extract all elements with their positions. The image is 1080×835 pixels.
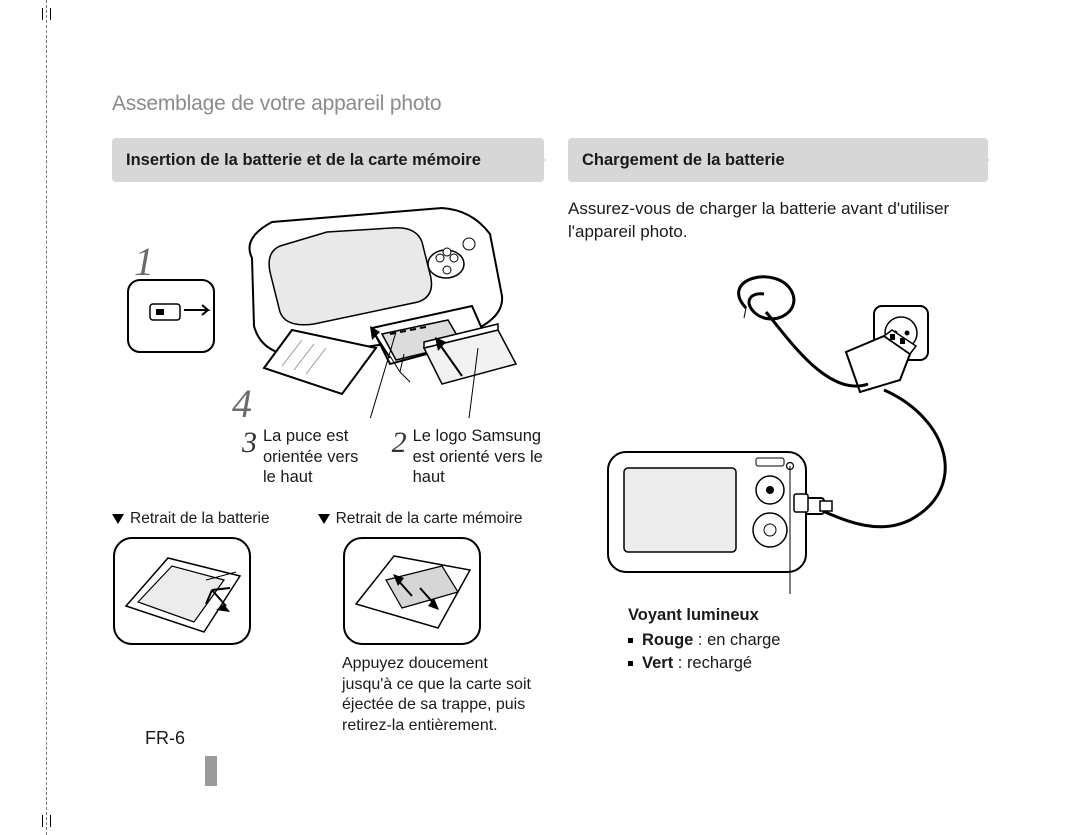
legend-title: Voyant lumineux — [628, 606, 988, 625]
page-number: FR-6 — [145, 728, 185, 749]
crop-mark-top — [42, 8, 51, 20]
step-number-2: 2 — [392, 426, 407, 458]
crop-guide-line — [46, 0, 47, 835]
section-header-text: Chargement de la batterie — [582, 151, 785, 170]
callout-2-text: Le logo Samsung est orienté vers le haut — [413, 426, 544, 488]
callout-row: 3 La puce est orientée vers le haut 2 Le… — [242, 426, 544, 488]
callout-2: 2 Le logo Samsung est orienté vers le ha… — [392, 426, 544, 488]
card-removal-note: Appuyez doucement jusqu'à ce que la cart… — [342, 654, 532, 737]
step-number-4: 4 — [232, 380, 252, 427]
charging-intro-text: Assurez-vous de charger la batterie avan… — [568, 198, 988, 244]
page-content: Assemblage de votre appareil photo Inser… — [112, 92, 992, 737]
section-header-text: Insertion de la batterie et de la carte … — [126, 151, 481, 170]
bullet-icon — [628, 638, 633, 643]
remove-card-thumb: Appuyez doucement jusqu'à ce que la cart… — [342, 536, 532, 737]
column-left: Insertion de la batterie et de la carte … — [112, 138, 544, 737]
two-column-layout: Insertion de la batterie et de la carte … — [112, 138, 992, 737]
arrow-right-icon — [530, 151, 546, 169]
page-edge-tab — [205, 756, 217, 786]
triangle-down-icon — [318, 514, 330, 524]
remove-card-text: Retrait de la carte mémoire — [336, 510, 523, 528]
step-number-1: 1 — [134, 238, 154, 285]
thumbnail-row: Appuyez doucement jusqu'à ce que la cart… — [112, 536, 544, 737]
section-header-insertion: Insertion de la batterie et de la carte … — [112, 138, 544, 182]
legend-red-label: Rouge — [642, 631, 693, 649]
step-number-3: 3 — [242, 426, 257, 458]
arrow-right-icon — [974, 151, 990, 169]
charging-diagram — [568, 258, 988, 598]
legend-item-red: Rouge : en charge — [628, 629, 988, 652]
bullet-icon — [628, 661, 633, 666]
section-header-charging: Chargement de la batterie — [568, 138, 988, 182]
camera-insert-diagram: 1 4 — [112, 198, 544, 418]
crop-mark-bottom — [42, 815, 51, 827]
callout-3-text: La puce est orientée vers le haut — [263, 426, 366, 488]
remove-battery-label: Retrait de la batterie — [112, 510, 270, 528]
charging-illustration — [568, 258, 988, 598]
callout-3: 3 La puce est orientée vers le haut — [242, 426, 366, 488]
legend-red-value: : en charge — [693, 631, 780, 649]
indicator-legend: Voyant lumineux Rouge : en charge Vert :… — [628, 606, 988, 675]
legend-green-value: : rechargé — [673, 654, 752, 672]
card-removal-illustration — [342, 536, 482, 646]
remove-battery-thumb — [112, 536, 302, 737]
triangle-down-icon — [112, 514, 124, 524]
remove-card-label: Retrait de la carte mémoire — [318, 510, 523, 528]
removal-labels-row: Retrait de la batterie Retrait de la car… — [112, 510, 544, 528]
page-title: Assemblage de votre appareil photo — [112, 92, 992, 116]
column-right: Chargement de la batterie Assurez-vous d… — [568, 138, 988, 737]
camera-illustration — [112, 198, 544, 418]
battery-removal-illustration — [112, 536, 252, 646]
legend-item-green: Vert : rechargé — [628, 652, 988, 675]
legend-green-label: Vert — [642, 654, 673, 672]
remove-battery-text: Retrait de la batterie — [130, 510, 270, 528]
